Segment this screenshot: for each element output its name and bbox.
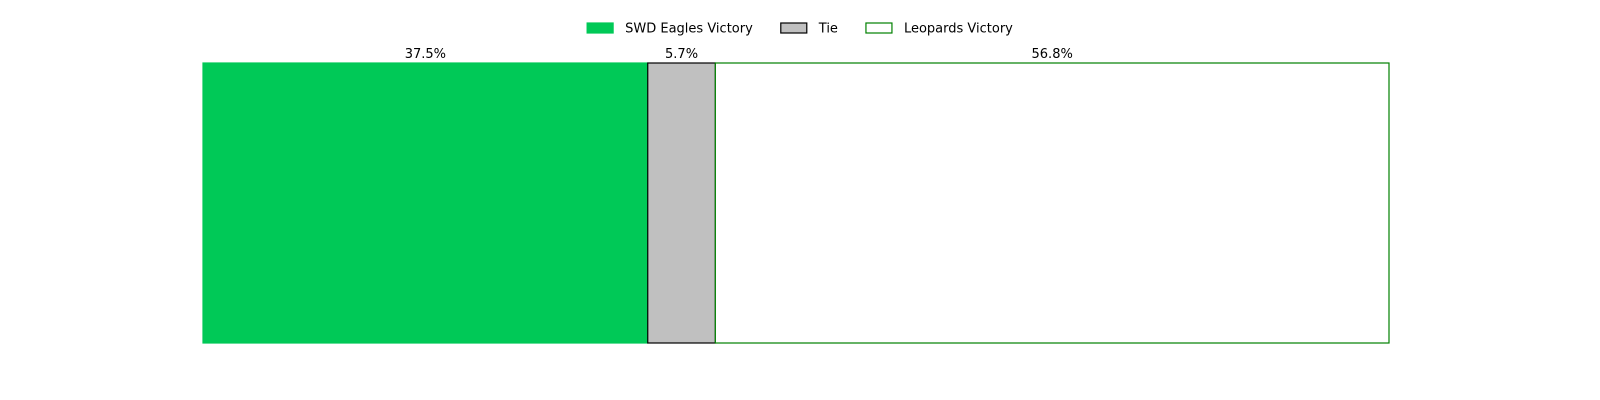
data-label-swd-eagles-victory: 37.5% <box>405 47 446 62</box>
bar-segment-swd-eagles-victory <box>202 62 649 344</box>
legend-item-swd-eagles-victory: SWD Eagles Victory <box>586 22 753 37</box>
bar-segment-tie <box>647 62 716 344</box>
legend-swatch-tie <box>780 22 808 34</box>
data-label-tie: 5.7% <box>665 47 698 62</box>
data-label-leopards-victory: 56.8% <box>1032 47 1073 62</box>
legend-swatch-leopards-victory <box>865 22 893 34</box>
legend-item-tie: Tie <box>780 22 838 37</box>
legend-swatch-swd-eagles-victory <box>586 22 614 34</box>
bar-segment-leopards-victory <box>714 62 1390 344</box>
legend-label-tie: Tie <box>818 22 838 37</box>
legend: SWD Eagles Victory Tie Leopards Victory <box>586 22 1013 37</box>
legend-item-leopards-victory: Leopards Victory <box>865 22 1013 37</box>
legend-label-swd-eagles-victory: SWD Eagles Victory <box>625 22 753 37</box>
legend-label-leopards-victory: Leopards Victory <box>904 22 1013 37</box>
data-labels: 37.5% 5.7% 56.8% <box>405 47 1073 62</box>
stacked-bar <box>202 62 1390 344</box>
